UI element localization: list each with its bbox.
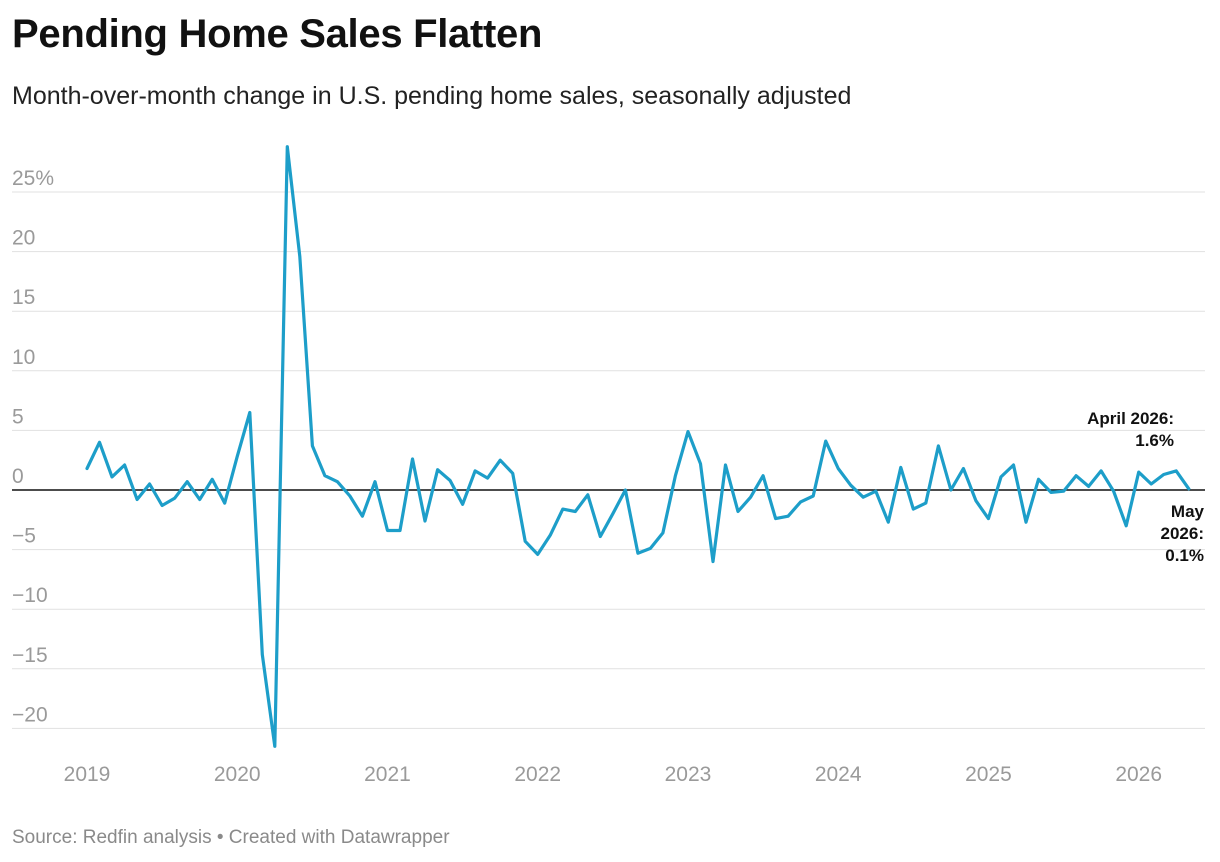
y-tick-label: 5 [12, 405, 24, 428]
page-title: Pending Home Sales Flatten [12, 12, 543, 56]
page-subtitle: Month-over-month change in U.S. pending … [12, 82, 852, 110]
y-tick-label: −10 [12, 584, 48, 607]
series-line [85, 145, 1191, 748]
annotation-label: May 2026: 0.1% [1161, 502, 1205, 565]
y-axis-ticks: 25% 20 15 10 5 0 −5 −10 −15 −20 [12, 167, 54, 726]
series-layer [85, 145, 1191, 748]
source-note: Source: Redfin analysis • Created with D… [12, 827, 450, 848]
x-tick-label: 2021 [364, 763, 411, 786]
x-tick-label: 2020 [214, 763, 261, 786]
x-tick-label: 2025 [965, 763, 1012, 786]
x-tick-label: 2024 [815, 763, 862, 786]
gridlines [12, 191, 1205, 729]
x-axis-ticks: 2019 2020 2021 2022 2023 2024 2025 2026 [64, 763, 1162, 786]
x-tick-label: 2023 [665, 763, 712, 786]
y-tick-label: 25% [12, 167, 54, 190]
y-tick-label: 20 [12, 227, 35, 250]
annotations: April 2026: 1.6% May 2026: 0.1% [1087, 409, 1204, 565]
x-tick-label: 2026 [1115, 763, 1162, 786]
y-tick-label: 10 [12, 346, 35, 369]
y-tick-label: 0 [12, 465, 24, 488]
y-tick-label: −20 [12, 703, 48, 726]
x-tick-label: 2022 [514, 763, 561, 786]
y-tick-label: −15 [12, 644, 48, 667]
y-tick-label: −5 [12, 525, 36, 548]
y-tick-label: 15 [12, 286, 35, 309]
x-tick-label: 2019 [64, 763, 111, 786]
annotation-label: April 2026: 1.6% [1087, 409, 1174, 450]
